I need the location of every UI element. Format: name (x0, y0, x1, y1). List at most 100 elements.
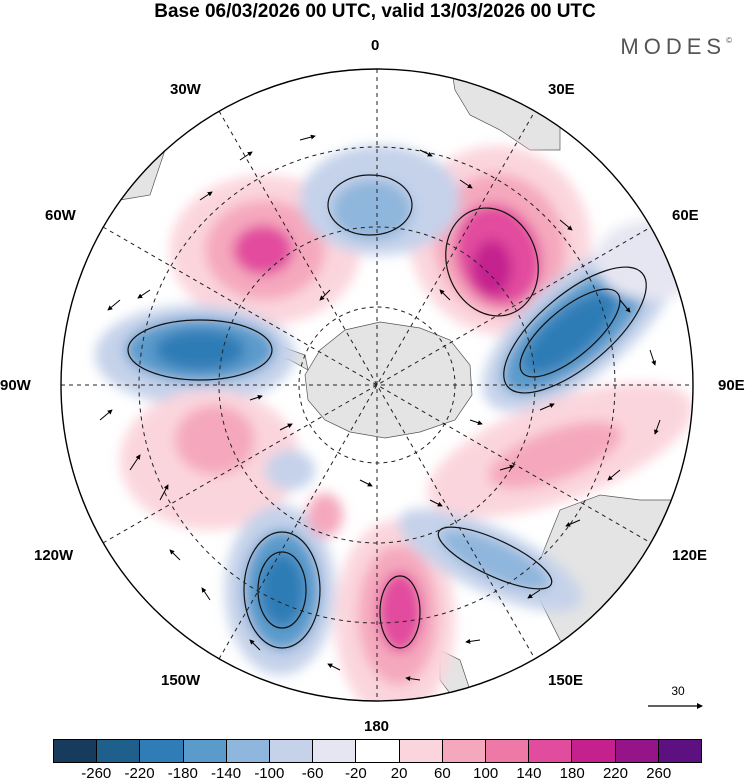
reference-vector: 30 (648, 684, 708, 698)
wind-vector (249, 639, 261, 651)
colorbar-segment (356, 740, 400, 762)
colorbar-tick-label: 60 (434, 765, 451, 782)
colorbar-tick-label: 20 (390, 765, 408, 782)
colorbar-tick-label: 140 (516, 765, 542, 782)
antarctica (304, 321, 473, 439)
colorbar-segment (140, 740, 184, 762)
colorbar-segment (486, 740, 530, 762)
contour-7 (379, 575, 421, 649)
anomaly-pos-110w-inner (175, 405, 255, 475)
lon-label-30e: 30E (548, 81, 575, 98)
contour-5 (243, 531, 321, 649)
wind-vectors (99, 134, 661, 682)
wind-vector (429, 499, 443, 507)
lon-label-150e: 150E (548, 672, 584, 689)
anomaly-pos-100e-inner (488, 421, 622, 489)
colorbar-segment (54, 740, 98, 762)
anomaly-neg-60e-inner (523, 292, 617, 374)
wind-vector (654, 419, 661, 435)
wind-vector (649, 349, 657, 366)
colorbar-tick-label: 220 (602, 765, 628, 782)
wind-vector (107, 299, 121, 311)
contour-3 (127, 319, 273, 381)
wind-vector (539, 403, 555, 411)
map-title: Base 06/03/2026 00 UTC, valid 13/03/2026… (154, 1, 596, 22)
anomaly-pos-small-1 (307, 493, 343, 537)
lon-label-180: 180 (364, 718, 390, 735)
brand-name: MODES (620, 34, 727, 59)
reference-vector-label: 30 (671, 684, 685, 698)
colorbar-tick-label: -20 (345, 765, 367, 782)
wind-vector (439, 289, 451, 301)
contour-9 (327, 174, 413, 236)
colorbar-tick-label: 180 (559, 765, 585, 782)
colorbar-tick-label: -180 (167, 765, 198, 782)
colorbar-segment (226, 740, 271, 762)
colorbar-segment (615, 740, 659, 762)
contour-lines (127, 174, 647, 649)
wind-vector (99, 409, 113, 421)
wind-vector (199, 191, 213, 201)
copyright-mark: © (726, 36, 732, 45)
wind-vector (299, 134, 316, 141)
wind-vector (319, 289, 331, 301)
colorbar-tick-label: -100 (254, 765, 285, 782)
modes-logo: MODES© (620, 34, 732, 60)
map-border (60, 68, 694, 702)
meridian-30 (218, 110, 536, 660)
lon-label-150w: 150W (161, 672, 201, 689)
wind-vector (465, 638, 481, 644)
wind-vector (469, 419, 483, 426)
anomaly-neg-150w-inner (260, 554, 304, 626)
colorbar-tick-label: 260 (646, 765, 672, 782)
colorbar-segment (183, 740, 227, 762)
colorbar-tick-label: -260 (81, 765, 112, 782)
lon-label-90w: 90W (0, 377, 31, 394)
wind-vector (327, 663, 341, 671)
colorbar-tick-label: 100 (473, 765, 499, 782)
contour-1 (519, 288, 621, 378)
wind-vector (527, 589, 541, 599)
lon-label-90e: 90E (718, 377, 745, 394)
anomaly-neg-small-2 (595, 220, 693, 300)
wind-vector (169, 549, 181, 561)
colorbar-segment (270, 740, 314, 762)
wind-vector (405, 676, 421, 682)
colorbar-segment (399, 740, 443, 762)
colorbar-segment (529, 740, 573, 762)
colorbar-segment (97, 740, 141, 762)
wind-vector (129, 454, 141, 471)
lon-label-60e: 60E (672, 207, 699, 224)
colorbar-tick-label: -220 (124, 765, 155, 782)
anomaly-pos-30e-core (472, 240, 512, 296)
wind-vector (419, 149, 433, 157)
contour-2 (503, 266, 647, 394)
meridian-120 (102, 226, 652, 544)
contour-4 (257, 551, 307, 629)
wind-vector (559, 219, 573, 231)
wind-vector (459, 179, 473, 189)
wind-vector (279, 423, 293, 431)
colorbar (53, 739, 702, 763)
graticule (61, 69, 693, 701)
wind-vector (499, 464, 515, 471)
lon-label-30w: 30W (170, 81, 201, 98)
wind-vector (137, 289, 151, 299)
colorbar-segment (572, 740, 616, 762)
anomaly-neg-0-inner (332, 180, 412, 240)
wind-vector (201, 587, 211, 601)
wind-vector (159, 484, 169, 501)
anomaly-neg-80w-inner (155, 330, 245, 370)
lon-label-120e: 120E (672, 547, 708, 564)
wind-vector (607, 469, 621, 481)
contour-8 (445, 207, 539, 317)
colorbar-ticks: -260 -220 -180 -140 -100 -60 -20 20 60 100 140 180 2… (0, 765, 750, 783)
anomaly-neg-small-1 (265, 450, 315, 490)
contour-6 (437, 526, 553, 590)
colorbar-segment (313, 740, 357, 762)
wind-vector (249, 394, 263, 401)
lon-label-120w: 120W (34, 547, 74, 564)
wind-vector (565, 519, 581, 527)
colorbar-tick-label: -60 (301, 765, 324, 782)
